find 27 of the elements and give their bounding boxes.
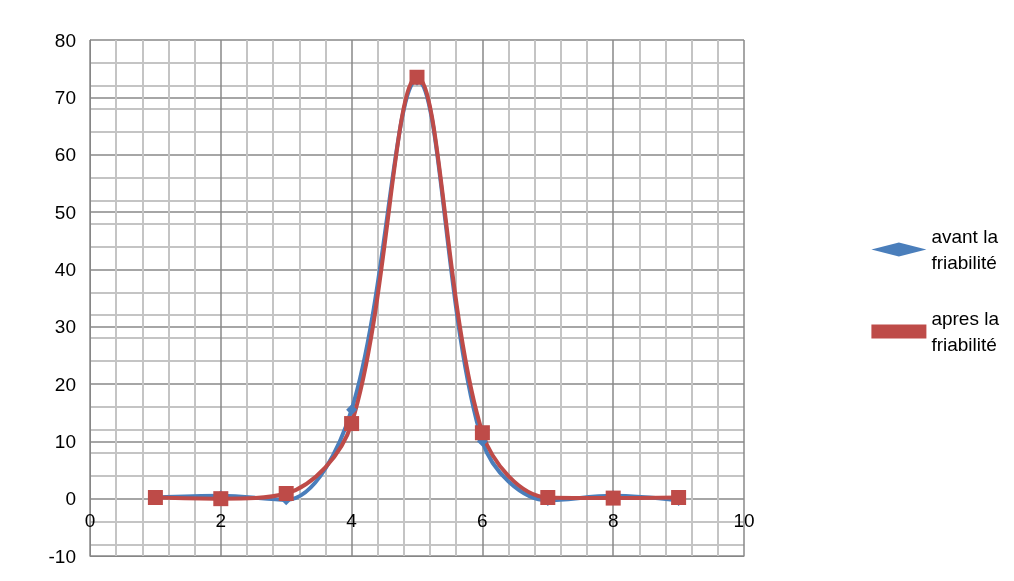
- point: [278, 486, 294, 502]
- point: [671, 490, 687, 506]
- y-tick-label: 60: [54, 144, 76, 166]
- y-tick-label: 70: [54, 86, 76, 108]
- point: [540, 490, 556, 506]
- y-tick-label: 40: [54, 258, 76, 280]
- y-tick-label: 10: [54, 430, 76, 452]
- y-tick-label: 80: [54, 29, 76, 51]
- legend-label: avant la friabilité: [931, 226, 999, 273]
- y-tick-label: -10: [48, 545, 76, 567]
- point: [346, 404, 358, 416]
- point: [409, 69, 425, 85]
- y-tick-label: 20: [54, 373, 76, 395]
- y-tick-label: 0: [65, 488, 76, 510]
- x-tick-label: 4: [346, 510, 358, 531]
- y-tick-label: 50: [54, 201, 76, 223]
- point: [474, 425, 490, 441]
- x-tick-label: 6: [477, 510, 488, 531]
- x-tick-label: 10: [733, 510, 755, 531]
- legend-label: apres la friabilité: [931, 308, 1000, 355]
- point: [213, 491, 229, 507]
- point: [344, 416, 360, 432]
- x-tick-label: 0: [84, 510, 96, 531]
- x-tick-label: 2: [215, 510, 227, 531]
- point: [605, 490, 621, 506]
- x-tick-label: 8: [607, 510, 619, 531]
- y-tick-label: 30: [54, 316, 76, 338]
